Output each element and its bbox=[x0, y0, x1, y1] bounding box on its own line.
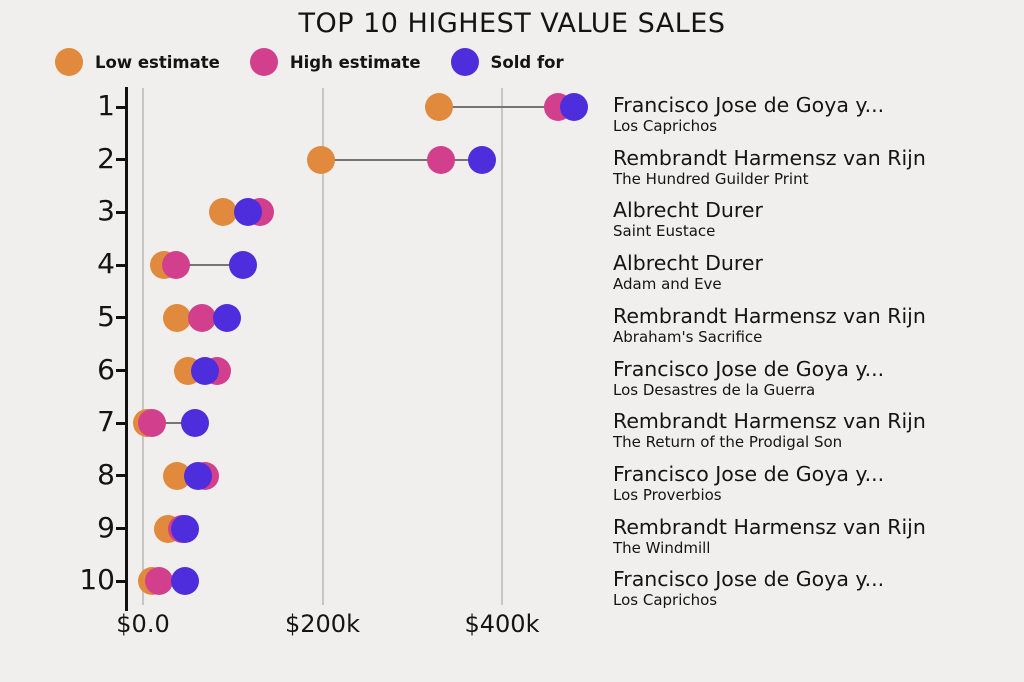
work-title: Los Caprichos bbox=[613, 117, 718, 135]
work-title: The Windmill bbox=[613, 538, 711, 557]
work-title: The Return of the Prodigal Son bbox=[613, 433, 843, 452]
sold-estimate-dot bbox=[171, 514, 200, 543]
y-axis-tick bbox=[116, 421, 126, 425]
legend-item-low-estimate: Low estimate bbox=[55, 48, 220, 76]
work-title: Los Caprichos bbox=[613, 591, 718, 610]
sold-estimate-dot bbox=[468, 145, 497, 174]
artist-name: Rembrandt Harmensz van Rijn bbox=[613, 514, 926, 539]
range-connector-line bbox=[146, 422, 196, 425]
sold-estimate-dot bbox=[228, 251, 257, 280]
y-axis-tick bbox=[116, 263, 126, 267]
legend-label-sold-for: Sold for bbox=[490, 52, 564, 72]
sale-row-label: Francisco Jose de Goya y... Los Caprichos bbox=[613, 568, 884, 610]
high-estimate-dot bbox=[145, 567, 174, 596]
rank-label: 3 bbox=[97, 194, 115, 228]
x-axis-tick-label: $400k bbox=[464, 610, 540, 638]
chart-title: TOP 10 HIGHEST VALUE SALES bbox=[298, 8, 726, 39]
y-axis-tick bbox=[116, 527, 126, 531]
work-title: Los Desastres de la Guerra bbox=[613, 380, 816, 399]
work-title: The Hundred Guilder Print bbox=[613, 169, 809, 188]
low-estimate-dot-icon bbox=[55, 48, 83, 76]
low-estimate-dot bbox=[208, 198, 237, 227]
range-connector-line bbox=[320, 158, 483, 161]
rank-label: 6 bbox=[97, 352, 115, 386]
sold-estimate-dot bbox=[181, 409, 210, 438]
legend: Low estimate High estimate Sold for bbox=[55, 48, 564, 76]
y-axis-tick bbox=[116, 158, 126, 162]
work-title: Adam and Eve bbox=[613, 275, 722, 294]
artist-name: Rembrandt Harmensz van Rijn bbox=[613, 303, 926, 328]
range-connector-line bbox=[439, 106, 574, 108]
artist-name: Rembrandt Harmensz van Rijn bbox=[613, 145, 926, 170]
high-estimate-dot bbox=[426, 145, 455, 174]
high-estimate-dot-icon bbox=[249, 48, 278, 76]
work-title: Saint Eustace bbox=[613, 222, 716, 241]
legend-label-low-estimate: Low estimate bbox=[95, 52, 220, 72]
artist-name: Rembrandt Harmensz van Rijn bbox=[613, 409, 926, 434]
y-axis-spine bbox=[125, 87, 128, 611]
rank-label: 10 bbox=[79, 563, 115, 597]
y-axis-tick bbox=[116, 105, 126, 109]
sold-estimate-dot bbox=[559, 93, 588, 121]
sale-row-label: Rembrandt Harmensz van Rijn The Windmill bbox=[613, 514, 926, 558]
legend-item-high-estimate: High estimate bbox=[249, 48, 421, 76]
y-axis-tick bbox=[116, 316, 126, 320]
high-estimate-dot bbox=[162, 251, 191, 280]
rank-label: 7 bbox=[97, 405, 115, 439]
low-estimate-dot bbox=[306, 145, 335, 174]
low-estimate-dot bbox=[163, 303, 192, 332]
artist-name: Francisco Jose de Goya y... bbox=[613, 93, 885, 117]
sale-row-label: Rembrandt Harmensz van Rijn The Return of… bbox=[613, 410, 926, 452]
artist-name: Albrecht Durer bbox=[613, 251, 763, 276]
rank-label: 5 bbox=[97, 299, 115, 333]
sold-estimate-dot bbox=[190, 356, 219, 385]
y-axis-tick bbox=[116, 474, 126, 478]
artist-name: Francisco Jose de Goya y... bbox=[613, 567, 885, 592]
sold-estimate-dot bbox=[183, 461, 212, 490]
x-axis-tick-label: $0.0 bbox=[116, 610, 170, 638]
high-estimate-dot bbox=[188, 303, 217, 332]
sale-row-label: Francisco Jose de Goya y... Los Desastres… bbox=[613, 356, 885, 400]
sold-estimate-dot bbox=[234, 198, 262, 227]
work-title: Los Proverbios bbox=[613, 485, 722, 504]
x-gridline bbox=[501, 88, 503, 605]
x-axis-tick-label: $200k bbox=[285, 610, 360, 638]
y-axis-tick bbox=[116, 369, 126, 372]
sold-for-dot-icon bbox=[450, 48, 479, 76]
high-estimate-dot bbox=[137, 409, 166, 438]
x-gridline bbox=[321, 88, 324, 605]
low-estimate-dot bbox=[425, 93, 454, 121]
artist-name: Francisco Jose de Goya y... bbox=[613, 356, 885, 381]
sale-row-label: Rembrandt Harmensz van Rijn Abraham's Sac… bbox=[613, 303, 926, 347]
sale-row-label: Albrecht Durer Saint Eustace bbox=[613, 199, 763, 241]
rank-label: 1 bbox=[97, 89, 115, 122]
x-gridline bbox=[142, 88, 144, 605]
rank-label: 8 bbox=[97, 457, 115, 491]
work-title: Abraham's Sacrifice bbox=[613, 327, 763, 346]
rank-label: 4 bbox=[97, 247, 115, 281]
sold-estimate-dot bbox=[171, 567, 200, 596]
y-axis-tick bbox=[116, 579, 126, 583]
sale-row-label: Albrecht Durer Adam and Eve bbox=[613, 252, 763, 294]
legend-label-high-estimate: High estimate bbox=[289, 52, 421, 72]
rank-label: 2 bbox=[97, 141, 115, 175]
artist-name: Francisco Jose de Goya y... bbox=[613, 461, 885, 486]
range-connector-line bbox=[163, 264, 243, 267]
sale-row-label: Rembrandt Harmensz van Rijn The Hundred G… bbox=[613, 145, 926, 189]
rank-label: 9 bbox=[97, 510, 115, 544]
sold-estimate-dot bbox=[213, 303, 242, 332]
sale-row-label: Francisco Jose de Goya y... Los Proverbio… bbox=[613, 461, 885, 505]
legend-item-sold-for: Sold for bbox=[450, 48, 564, 76]
artist-name: Albrecht Durer bbox=[613, 198, 763, 223]
sale-row-label: Francisco Jose de Goya y... Los Caprichos bbox=[613, 94, 884, 136]
y-axis-tick bbox=[116, 210, 126, 214]
